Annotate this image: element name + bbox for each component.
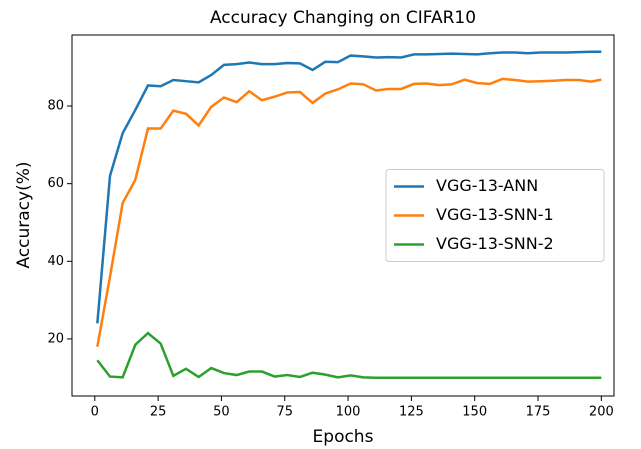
series-line xyxy=(96,77,602,347)
x-tick-label: 0 xyxy=(91,405,99,420)
legend-box xyxy=(385,169,605,262)
x-axis-label: Epochs xyxy=(313,427,374,447)
legend-label: VGG-13-SNN-1 xyxy=(436,205,554,224)
x-tick-label: 25 xyxy=(150,405,167,420)
chart-title: Accuracy Changing on CIFAR10 xyxy=(210,8,476,28)
x-tick-label: 100 xyxy=(336,405,361,420)
x-tick-label: 50 xyxy=(213,405,230,420)
y-axis-label: Accuracy(%) xyxy=(14,161,34,268)
y-tick-label: 80 xyxy=(47,99,64,114)
series-line xyxy=(96,50,602,324)
legend-label: VGG-13-ANN xyxy=(436,176,538,195)
x-tick-label: 150 xyxy=(462,405,487,420)
series-line xyxy=(96,331,602,380)
x-tick-label: 175 xyxy=(526,405,551,420)
x-tick-label: 75 xyxy=(276,405,293,420)
plot-frame xyxy=(71,34,615,397)
y-tick-label: 20 xyxy=(47,331,64,346)
y-tick-label: 40 xyxy=(47,254,64,269)
x-tick-label: 125 xyxy=(399,405,424,420)
x-tick-label: 200 xyxy=(589,405,614,420)
legend: VGG-13-ANN VGG-13-SNN-1 VGG-13-SNN-2 xyxy=(385,169,605,262)
y-tick-label: 60 xyxy=(47,176,64,191)
legend-label: VGG-13-SNN-2 xyxy=(436,234,554,253)
